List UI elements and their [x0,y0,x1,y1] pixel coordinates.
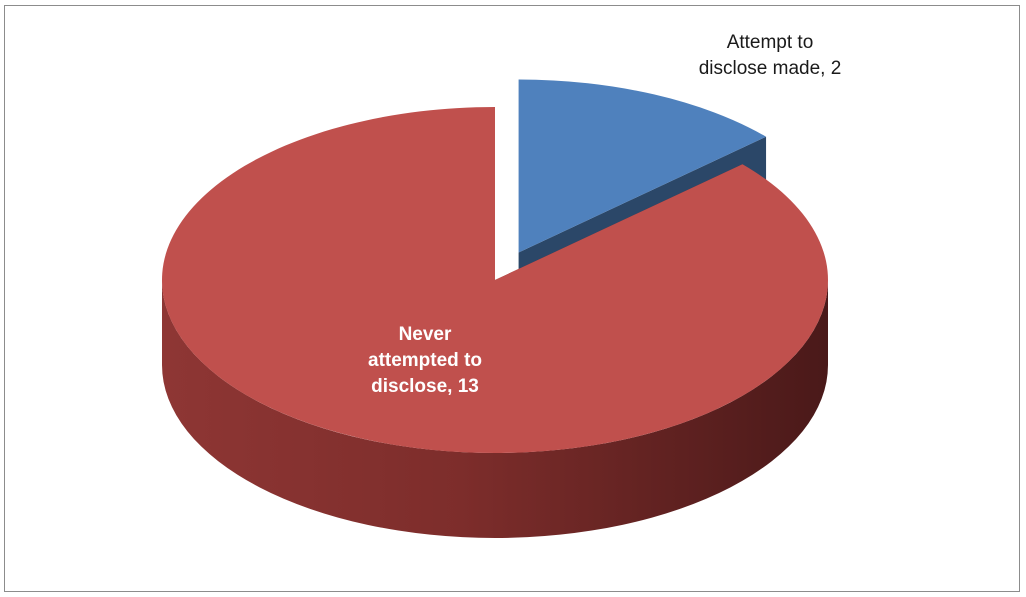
slice-top-attempt-to-disclose-made [518,79,767,253]
data-label-line: Never [399,324,452,345]
slice-top-never-attempted-to-disclose [162,107,828,453]
slice-never-attempted-to-disclose [162,107,828,538]
data-label-line: disclose made, 2 [699,58,842,79]
slices-layer [162,79,828,538]
labels-layer: Attempt to disclose made, 2 Never attempted… [368,32,841,397]
data-label-attempt-to-disclose-made: Attempt to disclose made, 2 [699,32,842,79]
data-label-never-attempted-to-disclose: Never attempted to disclose, 13 [368,324,482,397]
data-label-line: disclose, 13 [371,376,479,397]
data-label-line: Attempt to [727,32,814,53]
data-label-line: attempted to [368,350,482,371]
slice-side-never-attempted-to-disclose [162,280,828,538]
